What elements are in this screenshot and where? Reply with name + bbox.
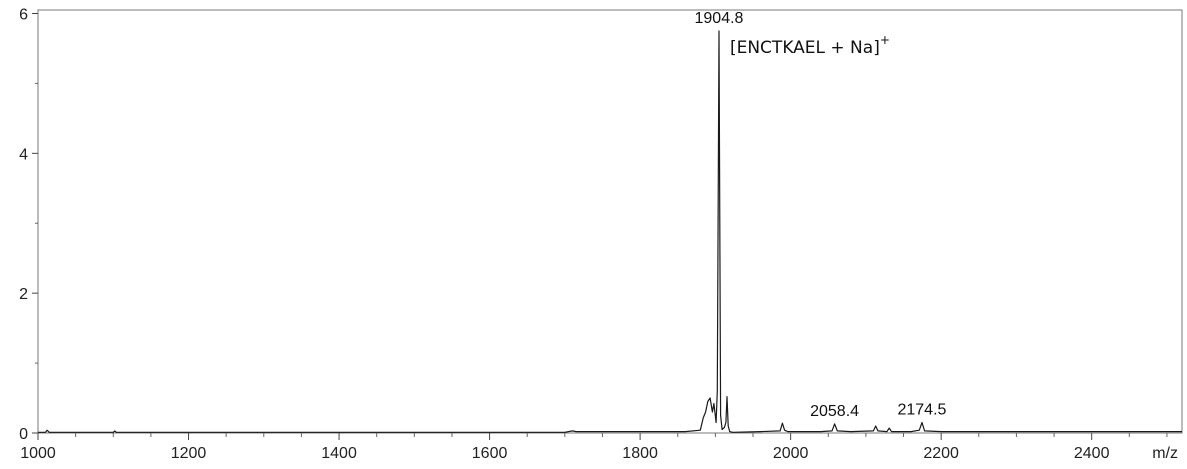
y-axis: 0 2 4 6: [19, 6, 38, 443]
x-tick-label: 1400: [321, 445, 357, 462]
spectrum-line: [38, 30, 1182, 433]
x-tick-label: 1600: [472, 445, 508, 462]
y-tick-label: 4: [19, 146, 28, 163]
y-tick-label: 0: [19, 426, 28, 443]
y-tick-label: 6: [19, 6, 28, 23]
x-axis-label: m/z: [1152, 445, 1178, 462]
x-tick-label: 2200: [923, 445, 959, 462]
peak-label: 2058.4: [810, 403, 859, 420]
ion-label: [ENCTKAEL + Na]+: [730, 33, 890, 58]
x-tick-label: 2400: [1074, 445, 1110, 462]
x-tick-label: 1800: [622, 445, 658, 462]
plot-frame: [37, 9, 1183, 434]
peak-label: 2174.5: [897, 402, 946, 419]
y-tick-label: 2: [19, 286, 28, 303]
x-tick-label: 1000: [20, 445, 56, 462]
x-axis: 1000 1200 1400 1600 1800 2000 2200 2400: [20, 433, 1168, 462]
x-tick-label: 1200: [171, 445, 207, 462]
peak-label: 1904.8: [695, 10, 744, 27]
x-tick-label: 2000: [773, 445, 809, 462]
peak-annotations: 1904.8 2058.4 2174.5: [695, 10, 947, 420]
